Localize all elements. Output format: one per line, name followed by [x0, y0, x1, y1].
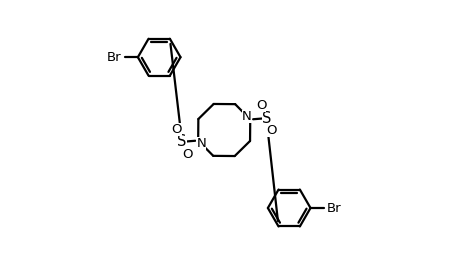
Text: O: O — [266, 124, 276, 137]
Text: O: O — [256, 99, 266, 112]
Text: Br: Br — [326, 202, 341, 214]
Text: N: N — [242, 110, 251, 123]
Text: S: S — [261, 111, 270, 126]
Text: O: O — [181, 148, 192, 161]
Text: O: O — [171, 123, 181, 136]
Text: S: S — [177, 134, 186, 149]
Text: Br: Br — [106, 51, 121, 64]
Text: N: N — [196, 137, 206, 150]
